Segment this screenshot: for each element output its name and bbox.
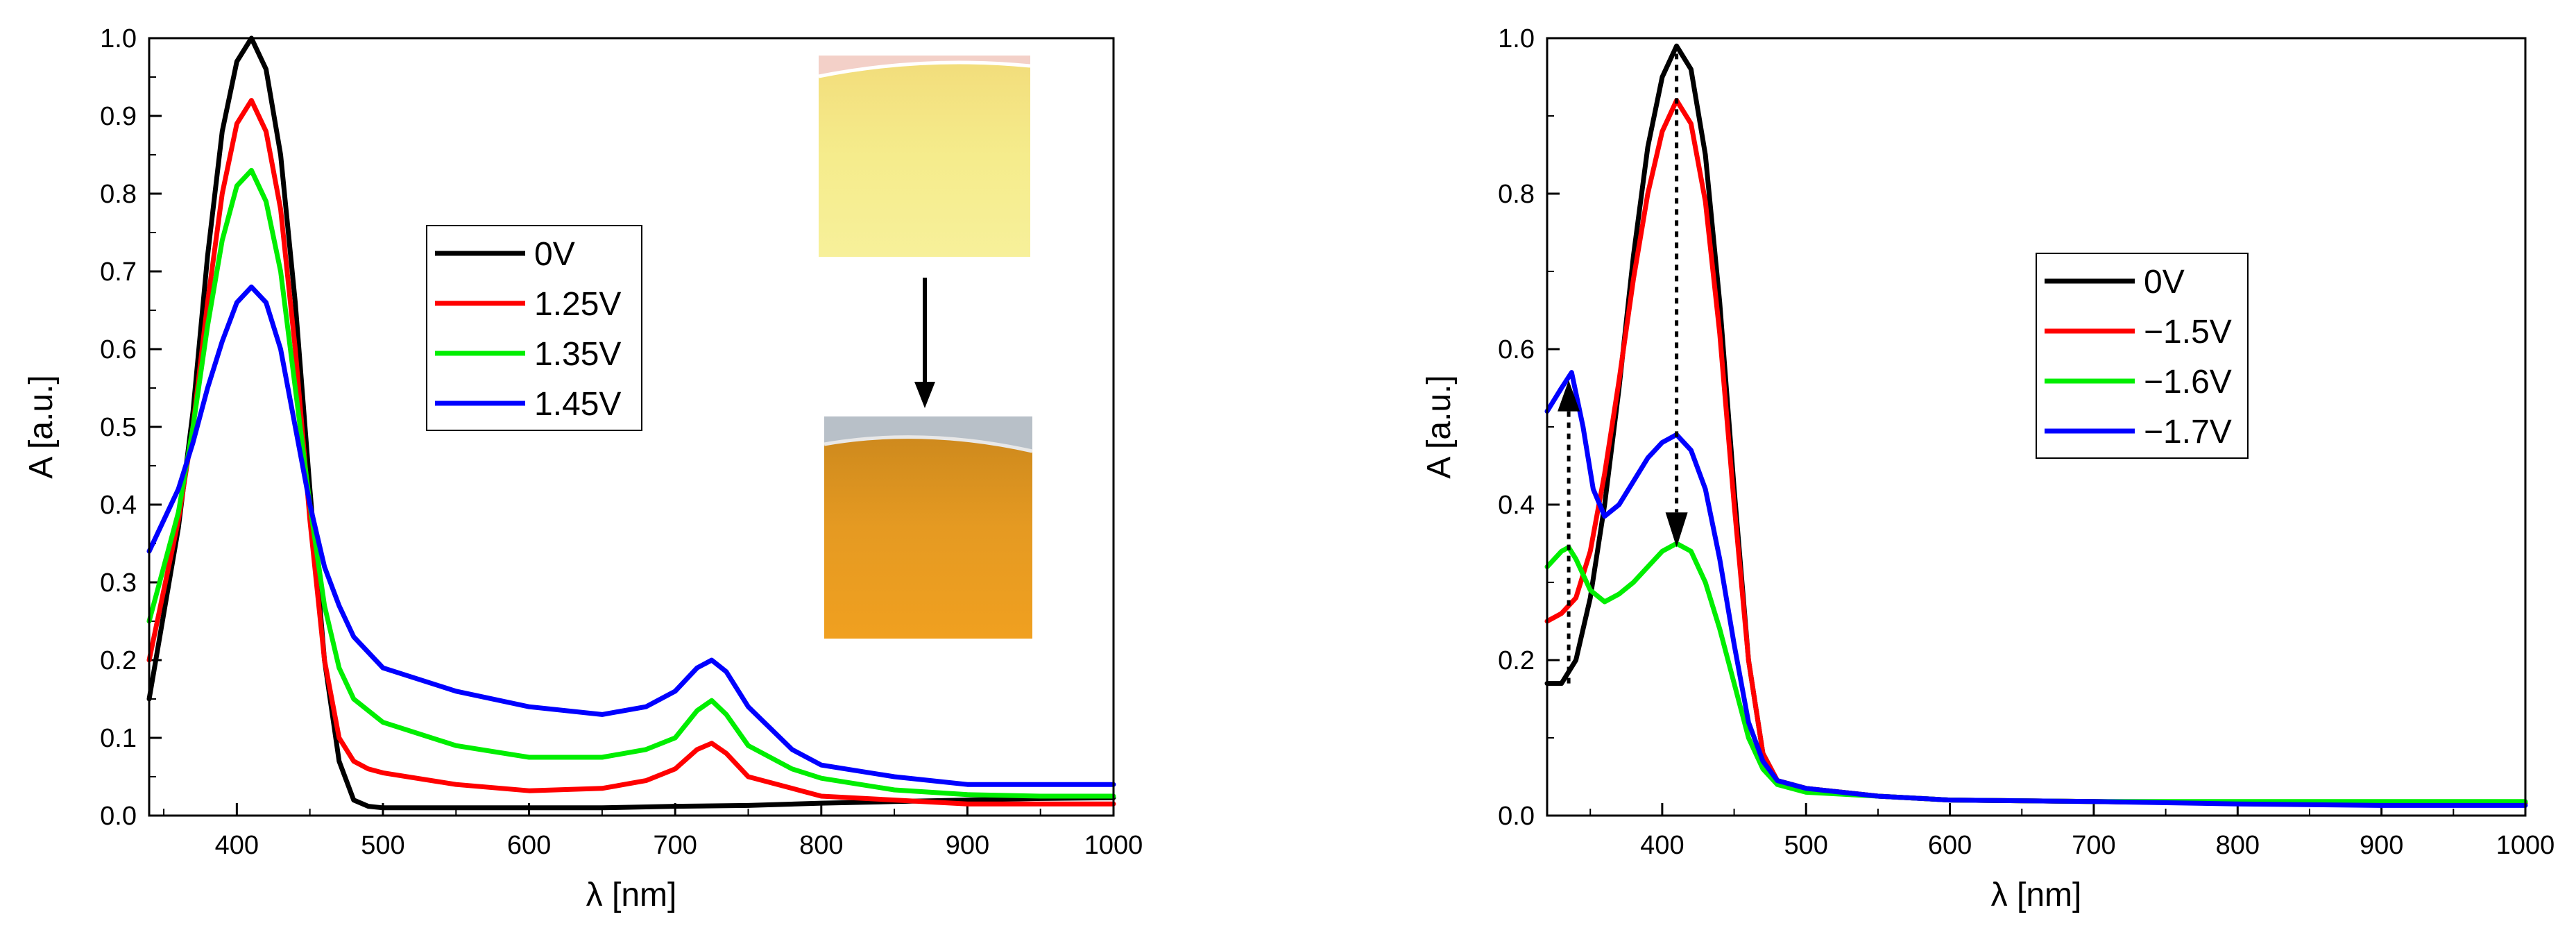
legend-box	[2036, 253, 2249, 459]
y-tick-label: 1.0	[100, 24, 137, 53]
left-chart-series	[146, 35, 1116, 811]
x-tick-label: 700	[2072, 831, 2115, 860]
series-line-3	[1544, 370, 2528, 808]
x-tick-label: 600	[1928, 831, 1972, 860]
y-tick-label: 1.0	[1498, 24, 1535, 53]
series-line-0	[146, 35, 1116, 811]
right-chart-series	[1544, 43, 2528, 808]
x-axis-label: λ [nm]	[586, 877, 677, 913]
x-tick-label: 500	[361, 831, 404, 860]
y-tick-label: 0.4	[1498, 491, 1535, 520]
x-tick-label: 1000	[1084, 831, 1143, 860]
series-line-3	[146, 284, 1116, 787]
x-tick-label: 1000	[2496, 831, 2555, 860]
legend-entry: −1.6V	[2144, 364, 2232, 401]
y-tick-label: 0.5	[100, 413, 137, 442]
y-tick-label: 0.7	[100, 258, 137, 287]
x-tick-label: 800	[799, 831, 843, 860]
right-chart-legend: 0V −1.5V −1.6V −1.7V	[2036, 253, 2249, 459]
x-tick-label: 700	[653, 831, 697, 860]
left-chart: 400 500 600 700 800 900 1000 0.0 0.1 0.2 0.3 0.4 0.5…	[23, 24, 1143, 913]
right-chart-frame	[1546, 37, 2527, 817]
y-tick-label: 0.9	[100, 102, 137, 131]
right-chart-dotted-arrows	[1558, 53, 1688, 684]
legend-box	[426, 225, 642, 431]
y-axis-label: A [a.u.]	[1421, 375, 1458, 478]
x-tick-label: 400	[1640, 831, 1684, 860]
legend-entry: 1.45V	[534, 386, 621, 423]
series-line-2	[146, 167, 1116, 799]
x-tick-label: 600	[507, 831, 551, 860]
right-chart: 400 500 600 700 800 900 1000 0.0 0.2 0.4 0.6 0.8 1.0…	[1421, 24, 2554, 913]
legend-entry: 1.35V	[534, 336, 621, 373]
legend-entry: −1.5V	[2144, 314, 2232, 351]
legend-entry: 0V	[534, 236, 575, 273]
plot-frame	[1546, 37, 2527, 817]
y-tick-label: 0.2	[100, 646, 137, 675]
series-line-1	[146, 98, 1116, 807]
left-chart-frame	[148, 37, 1115, 817]
plot-frame	[148, 37, 1115, 817]
x-tick-label: 800	[2216, 831, 2260, 860]
x-axis-label: λ [nm]	[1991, 877, 2082, 913]
x-tick-label: 900	[946, 831, 989, 860]
x-tick-label: 400	[215, 831, 259, 860]
y-tick-label: 0.0	[1498, 802, 1535, 831]
legend-entry: 0V	[2144, 264, 2185, 301]
x-tick-label: 900	[2360, 831, 2403, 860]
y-tick-label: 0.8	[100, 180, 137, 209]
inset-arrow-down	[914, 278, 935, 408]
right-chart-ticks: 400 500 600 700 800 900 1000 0.0 0.2 0.4 0.6 0.8 1.0	[1498, 24, 2554, 860]
legend-entry: −1.7V	[2144, 414, 2232, 450]
dotted-arrow-up-head	[1558, 380, 1580, 412]
y-tick-label: 0.1	[100, 724, 137, 753]
y-tick-label: 0.6	[1498, 335, 1535, 364]
inset-photo-orange	[824, 416, 1033, 639]
y-tick-label: 0.6	[100, 335, 137, 364]
y-tick-label: 0.4	[100, 491, 137, 520]
inset-photo-yellow	[818, 56, 1031, 257]
legend-entry: 1.25V	[534, 286, 621, 323]
y-tick-label: 0.0	[100, 802, 137, 831]
left-chart-ticks: 400 500 600 700 800 900 1000 0.0 0.1 0.2 0.3 0.4 0.5…	[100, 24, 1143, 860]
y-tick-label: 0.3	[100, 568, 137, 598]
left-chart-legend: 0V 1.25V 1.35V 1.45V	[426, 225, 642, 431]
y-axis-label: A [a.u.]	[23, 375, 60, 478]
series-line-2	[1544, 541, 2528, 804]
y-tick-label: 0.8	[1498, 180, 1535, 209]
right-chart-axis-labels: λ [nm] A [a.u.]	[1421, 375, 2081, 913]
y-tick-label: 0.2	[1498, 646, 1535, 675]
x-tick-label: 500	[1784, 831, 1828, 860]
left-chart-axis-labels: λ [nm] A [a.u.]	[23, 375, 676, 913]
dotted-arrow-down-head	[1665, 512, 1688, 548]
